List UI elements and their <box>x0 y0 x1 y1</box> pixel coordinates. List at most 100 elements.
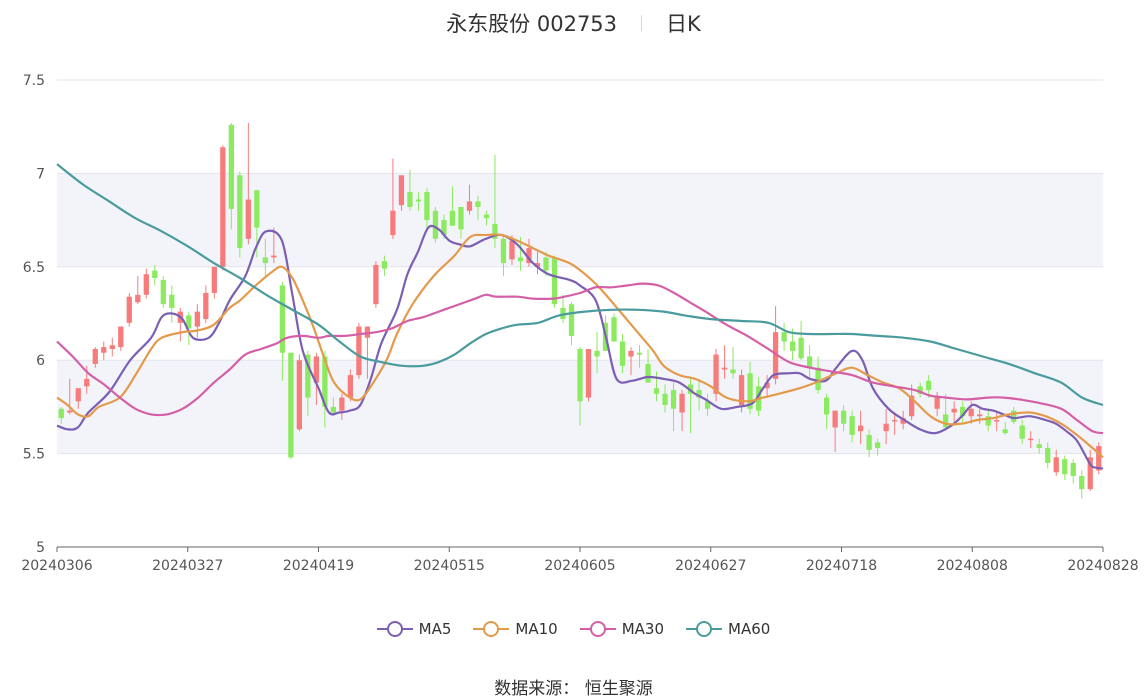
candle-up <box>339 397 345 411</box>
candle-down <box>458 207 464 230</box>
candle-down <box>160 279 166 305</box>
period-label: 日K <box>666 12 701 36</box>
candle-down <box>449 210 456 226</box>
candle-down <box>169 294 175 308</box>
x-tick-label: 20240306 <box>21 558 92 574</box>
candle-down <box>960 406 966 417</box>
candle-down <box>1062 459 1068 475</box>
candle-up <box>92 348 98 364</box>
candle-down <box>1019 425 1025 439</box>
y-tick-label: 6.5 <box>23 260 45 276</box>
candle-up <box>968 408 974 417</box>
candle-down <box>441 220 447 236</box>
series-ma60 <box>56 163 1104 407</box>
candle-down <box>1011 410 1017 422</box>
legend-label: MA10 <box>515 620 558 638</box>
grid-band <box>57 173 1103 267</box>
candle-up <box>271 255 277 258</box>
series-ma30 <box>56 282 1104 435</box>
candle-up <box>977 414 983 417</box>
y-tick-label: 5 <box>36 540 45 556</box>
candle-up <box>994 419 1000 422</box>
candle-down <box>985 416 991 426</box>
candle-down <box>322 356 328 407</box>
y-tick-label: 5.5 <box>23 447 45 463</box>
candle-up <box>194 311 200 327</box>
legend-item-ma60[interactable]: MA60 <box>686 620 770 638</box>
candle-down <box>500 238 507 264</box>
candle-up <box>721 367 728 370</box>
candle-up <box>1028 438 1034 441</box>
candle-down <box>653 388 660 394</box>
candle-up <box>220 147 226 267</box>
candle-down <box>849 416 855 435</box>
candle-up <box>738 375 745 406</box>
series-ma5 <box>56 224 1104 470</box>
candle-down <box>1002 429 1008 434</box>
candle-down <box>568 304 575 336</box>
candlestick-chart: 5 5.5 6 6.5 7 7.5 20240306 20240327 20240419 2024… <box>21 73 1138 574</box>
candle-down <box>823 397 830 415</box>
candle-up <box>1053 457 1059 473</box>
candle-down <box>696 390 702 398</box>
candle-up <box>245 199 251 239</box>
candle-down <box>730 369 736 374</box>
candle-down <box>305 354 311 398</box>
candle-up <box>313 356 320 383</box>
candle-up <box>126 296 132 323</box>
x-tick-label: 20240808 <box>937 558 1008 574</box>
candle-down <box>611 317 617 342</box>
candle-down <box>789 341 796 351</box>
legend-label: MA60 <box>728 620 771 638</box>
candle-down <box>662 393 668 406</box>
candle-down <box>806 356 813 368</box>
candle-up <box>883 423 889 432</box>
candle-up <box>67 410 73 413</box>
candle-down <box>1070 462 1076 477</box>
candle-down <box>1045 447 1051 463</box>
candle-down <box>636 352 643 355</box>
candle-up <box>679 393 685 413</box>
legend-item-ma30[interactable]: MA30 <box>579 620 664 638</box>
x-tick-label: 20240605 <box>544 558 615 574</box>
legend-item-ma10[interactable]: MA10 <box>473 620 558 638</box>
legend-marker <box>376 621 413 637</box>
x-tick-label: 20240327 <box>152 558 223 574</box>
x-tick-label: 20240515 <box>414 558 485 574</box>
candle-up <box>84 378 90 387</box>
data-source: 数据来源： 恒生聚源 <box>494 679 653 699</box>
candle-up <box>909 395 915 417</box>
chart-title: 永东股份 002753 日K <box>0 8 1147 38</box>
candle-down <box>492 223 498 239</box>
candle-up <box>1096 446 1102 471</box>
candle-up <box>75 388 81 402</box>
candle-down <box>619 341 626 366</box>
candle-down <box>781 332 787 342</box>
candle-up <box>398 175 405 206</box>
candle-up <box>356 326 362 376</box>
candle-down <box>866 434 872 450</box>
stock-title: 永东股份 002753 <box>446 12 618 36</box>
candle-down <box>1036 444 1042 448</box>
candle-down <box>543 257 549 271</box>
chart-legend: MA5 MA10 MA30 MA60 <box>0 620 1147 638</box>
candle-down <box>407 192 413 208</box>
candle-down <box>254 190 260 228</box>
candle-up <box>347 375 354 398</box>
candle-up <box>296 360 303 430</box>
candle-down <box>1079 476 1085 490</box>
x-tick-label: 20240627 <box>675 558 746 574</box>
legend-item-ma5[interactable]: MA5 <box>376 620 452 638</box>
candle-down <box>577 348 583 402</box>
x-tick-label: 20240828 <box>1067 558 1138 574</box>
candle-down <box>152 270 158 279</box>
candle-down <box>875 442 881 448</box>
x-tick-label: 20240419 <box>283 558 354 574</box>
legend-label: MA5 <box>418 620 452 638</box>
candle-down <box>551 257 558 305</box>
candle-up <box>373 264 379 305</box>
candle-down <box>237 175 243 249</box>
candle-down <box>815 367 821 391</box>
y-tick-label: 6 <box>36 353 45 369</box>
candle-up <box>585 348 592 398</box>
